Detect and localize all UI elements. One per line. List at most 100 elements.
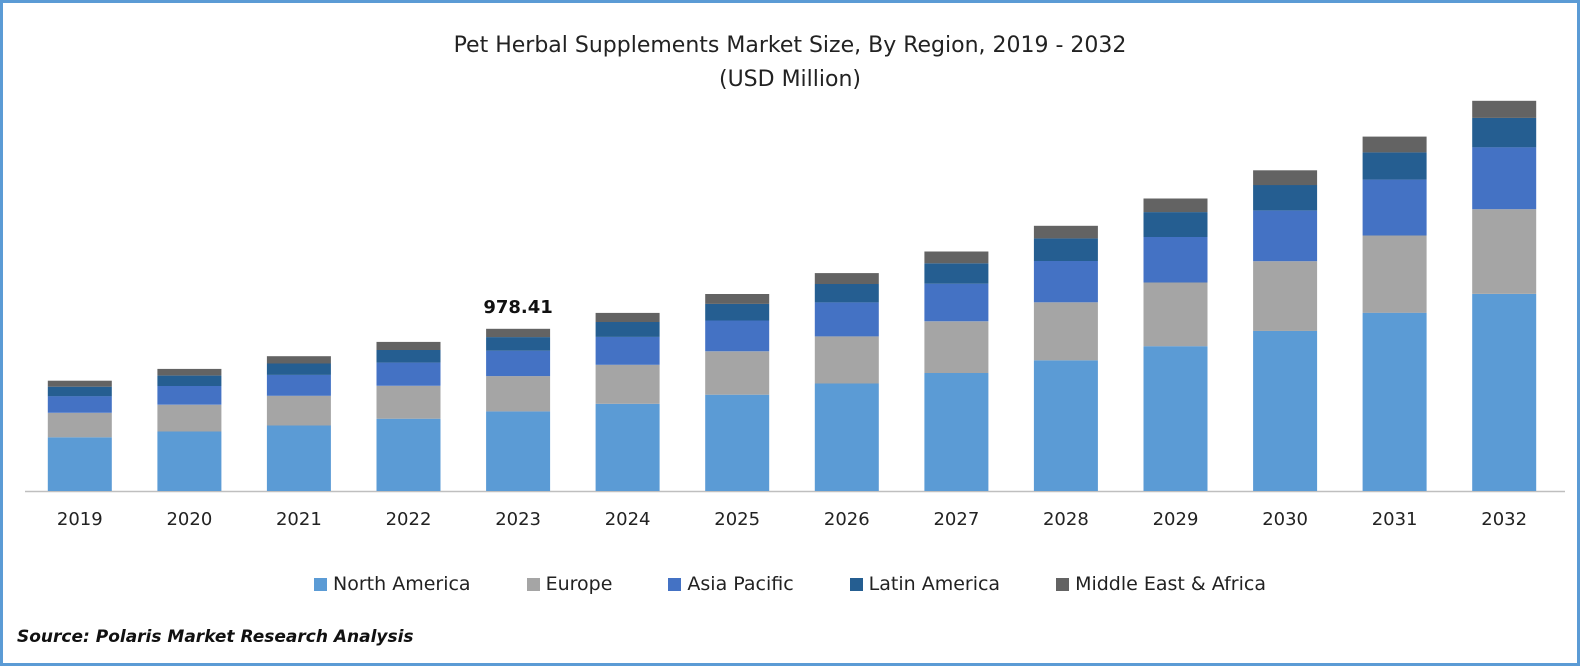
bar-segment	[1253, 185, 1318, 211]
bar-segment	[1362, 312, 1427, 491]
bar-segment	[814, 302, 879, 337]
bar-segment	[595, 336, 660, 365]
bar-segment	[595, 322, 660, 337]
bar-segment	[266, 425, 331, 491]
bar-segment	[1143, 212, 1208, 237]
bar-segment	[47, 437, 112, 491]
legend-item-latin-america: Latin America	[849, 573, 1000, 595]
bar-segment	[1362, 235, 1427, 313]
bar-segment	[376, 362, 441, 386]
bar-segment	[1033, 225, 1098, 239]
bar-segment	[1362, 152, 1427, 180]
bar-segment	[1472, 209, 1537, 294]
bar-segment	[376, 418, 441, 491]
x-tick-label: 2022	[386, 509, 432, 530]
bar-segment	[266, 363, 331, 375]
x-tick-label: 2023	[495, 509, 541, 530]
bar-segment	[1472, 117, 1537, 148]
legend-label: Asia Pacific	[687, 573, 794, 595]
bar-segment	[1033, 261, 1098, 303]
x-tick-label: 2025	[714, 509, 760, 530]
bar-segment	[1253, 330, 1318, 491]
bar-segment	[157, 386, 222, 405]
bar-segment	[376, 385, 441, 419]
bar-segment	[266, 395, 331, 426]
bar-segment	[266, 374, 331, 396]
bar-segment	[1253, 170, 1318, 186]
bar-segment	[814, 336, 879, 384]
bar-segment	[595, 364, 660, 404]
chart-subtitle: (USD Million)	[718, 67, 861, 92]
bar-segment	[486, 350, 551, 377]
x-tick-label: 2031	[1372, 509, 1418, 530]
x-tick-label: 2030	[1262, 509, 1308, 530]
x-tick-label: 2020	[166, 509, 212, 530]
bar-segment	[47, 396, 112, 413]
bar-segment	[924, 251, 989, 264]
x-tick-label: 2027	[933, 509, 979, 530]
legend-swatch	[1056, 577, 1070, 591]
x-tick-label: 2032	[1481, 509, 1527, 530]
legend-item-middle-east-africa: Middle East & Africa	[1056, 573, 1266, 595]
x-tick-label: 2021	[276, 509, 322, 530]
x-tick-label: 2029	[1153, 509, 1199, 530]
bar-segment	[47, 412, 112, 438]
bar-segment	[157, 404, 222, 432]
bar-segment	[924, 263, 989, 284]
bar-segment	[157, 368, 222, 376]
bar-segment	[47, 386, 112, 397]
legend-swatch	[668, 577, 682, 591]
bar-segment	[1143, 198, 1208, 213]
bar-segment	[1472, 100, 1537, 118]
bar-segment	[376, 350, 441, 363]
bar-segment	[486, 411, 551, 491]
bar-segment	[486, 337, 551, 351]
bar-segment	[266, 356, 331, 364]
bar-segment	[814, 273, 879, 284]
bar-segment	[924, 372, 989, 491]
data-label: 978.41	[483, 297, 552, 318]
bar-segment	[705, 394, 770, 491]
bar-segment	[595, 312, 660, 322]
bar-segment	[1253, 210, 1318, 262]
bar-segment	[1143, 282, 1208, 347]
bar-segment	[1472, 294, 1537, 491]
bar-segment	[1033, 360, 1098, 491]
bar-segment	[1253, 261, 1318, 331]
x-tick-label: 2026	[824, 509, 870, 530]
x-tick-label: 2024	[605, 509, 651, 530]
bar-segment	[47, 380, 112, 387]
x-tick-label: 2019	[57, 509, 103, 530]
stacked-bar-chart: 2019 2020 2021 2022 2023 978.41 2024 2025 2026 20…	[25, 100, 1565, 530]
legend-item-asia-pacific: Asia Pacific	[668, 573, 794, 595]
bar-segment	[486, 328, 551, 338]
legend-swatch	[526, 577, 540, 591]
legend: North America Europe Asia Pacific Latin …	[3, 573, 1577, 595]
bar-segment	[376, 341, 441, 350]
bar-segment	[705, 320, 770, 352]
bar-segment	[1362, 179, 1427, 236]
legend-label: Middle East & Africa	[1075, 573, 1266, 595]
legend-item-europe: Europe	[526, 573, 612, 595]
bar-segment	[1033, 238, 1098, 261]
bar-segment	[924, 283, 989, 322]
bar-segment	[705, 351, 770, 395]
legend-label: North America	[333, 573, 471, 595]
bar-segment	[814, 383, 879, 491]
legend-swatch	[849, 577, 863, 591]
legend-swatch	[314, 577, 328, 591]
bar-segment	[1143, 236, 1208, 283]
bar-segment	[705, 303, 770, 321]
x-tick-label: 2028	[1043, 509, 1089, 530]
bar-segment	[814, 284, 879, 303]
bar-segment	[157, 431, 222, 491]
legend-item-north-america: North America	[314, 573, 471, 595]
bar-segment	[1143, 346, 1208, 491]
bar-segment	[1033, 302, 1098, 361]
bar-segment	[157, 375, 222, 386]
bar-segment	[1472, 147, 1537, 210]
bar-segment	[595, 403, 660, 491]
source-note: Source: Polaris Market Research Analysis	[17, 627, 414, 647]
chart-title: Pet Herbal Supplements Market Size, By R…	[453, 33, 1127, 58]
